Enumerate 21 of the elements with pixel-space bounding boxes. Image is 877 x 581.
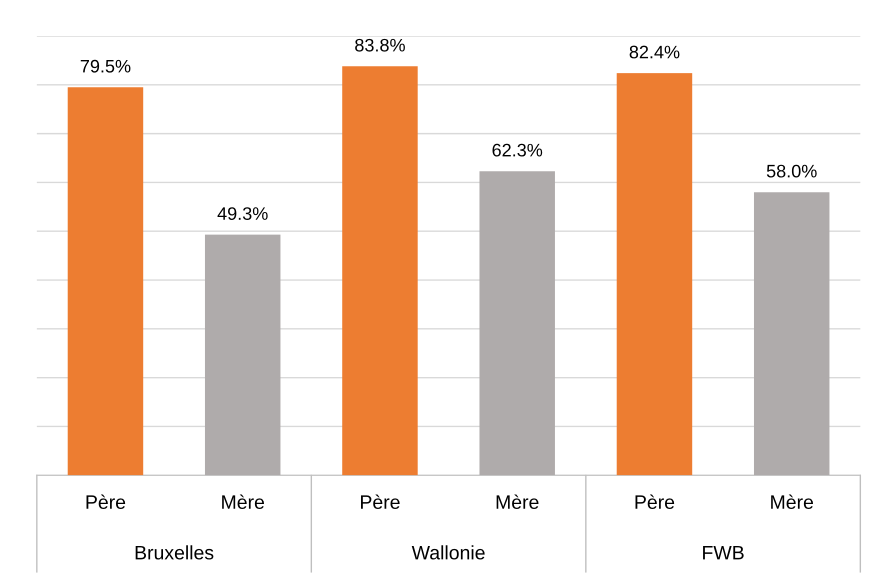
bar <box>479 171 555 476</box>
data-label: 62.3% <box>492 144 542 157</box>
x-tick-label: Mère <box>771 494 813 509</box>
data-label: 79.5% <box>80 60 130 73</box>
bar <box>754 192 830 476</box>
x-tick-label: Mère <box>222 494 264 509</box>
bar <box>616 73 692 476</box>
bar <box>342 66 418 476</box>
text: Bruxelles <box>136 545 214 560</box>
bar <box>204 234 280 476</box>
bar <box>68 87 144 476</box>
x-tick-label: Père <box>86 494 126 509</box>
data-label: 49.3% <box>218 207 268 220</box>
data-label: 58.0% <box>766 164 817 178</box>
x-tick-label: Père <box>361 494 400 509</box>
data-label: 82.4% <box>630 46 680 58</box>
data-label: 83.8% <box>355 38 405 52</box>
text: FWB <box>703 546 744 560</box>
x-tick-label: Père <box>636 494 674 509</box>
text: Wallonie <box>412 545 485 560</box>
x-tick-label: Mère <box>496 494 538 509</box>
